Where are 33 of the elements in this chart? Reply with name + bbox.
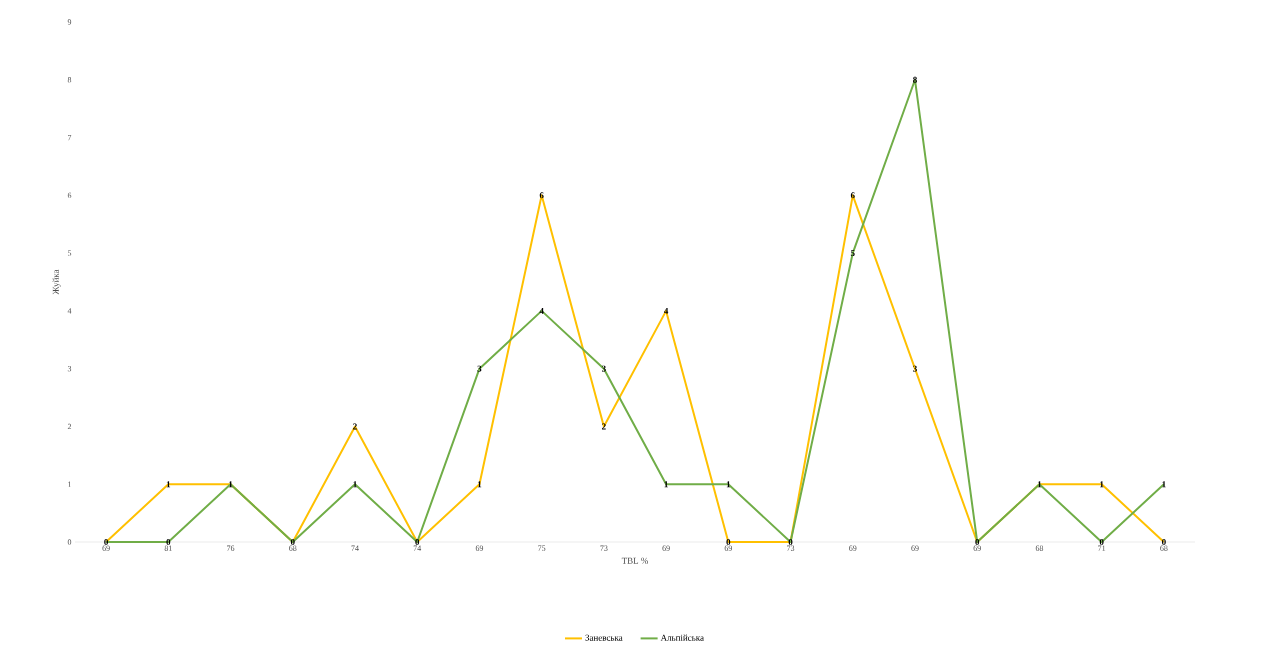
x-axis-title: TBL % (621, 557, 649, 564)
data-label: 0 (726, 538, 731, 546)
data-label: 0 (290, 538, 295, 546)
data-label: 1 (477, 481, 482, 488)
data-label: 2 (602, 423, 606, 430)
data-label: 1 (166, 481, 171, 488)
data-label: 0 (104, 538, 109, 546)
legend-label: Заневська (585, 634, 623, 641)
legend-label: Альпійська (660, 634, 704, 641)
data-label: 4 (539, 307, 544, 314)
data-label: 0 (1099, 538, 1104, 546)
data-label: 1 (353, 481, 357, 488)
data-label: 0 (415, 538, 420, 546)
data-label: 0 (788, 538, 793, 546)
data-label: 5 (850, 250, 855, 257)
data-label: 1 (1162, 481, 1166, 488)
data-label: 0 (975, 538, 980, 546)
data-label: 1 (1100, 481, 1104, 488)
data-label: 1 (726, 481, 731, 488)
data-label: 6 (850, 192, 855, 199)
data-label: 1 (1037, 481, 1042, 488)
data-label: 6 (539, 192, 544, 199)
data-label: 3 (601, 365, 606, 372)
data-label: 8 (913, 76, 917, 83)
data-label: 0 (166, 538, 171, 546)
y-axis-title: Жуйка (52, 269, 61, 295)
data-label: 1 (664, 481, 668, 488)
data-label: 1 (229, 481, 233, 488)
data-label: 4 (663, 307, 669, 314)
data-label: 3 (477, 365, 482, 372)
data-label: 2 (353, 423, 357, 430)
data-label: 3 (913, 365, 917, 372)
data-label: 0 (1161, 538, 1166, 546)
